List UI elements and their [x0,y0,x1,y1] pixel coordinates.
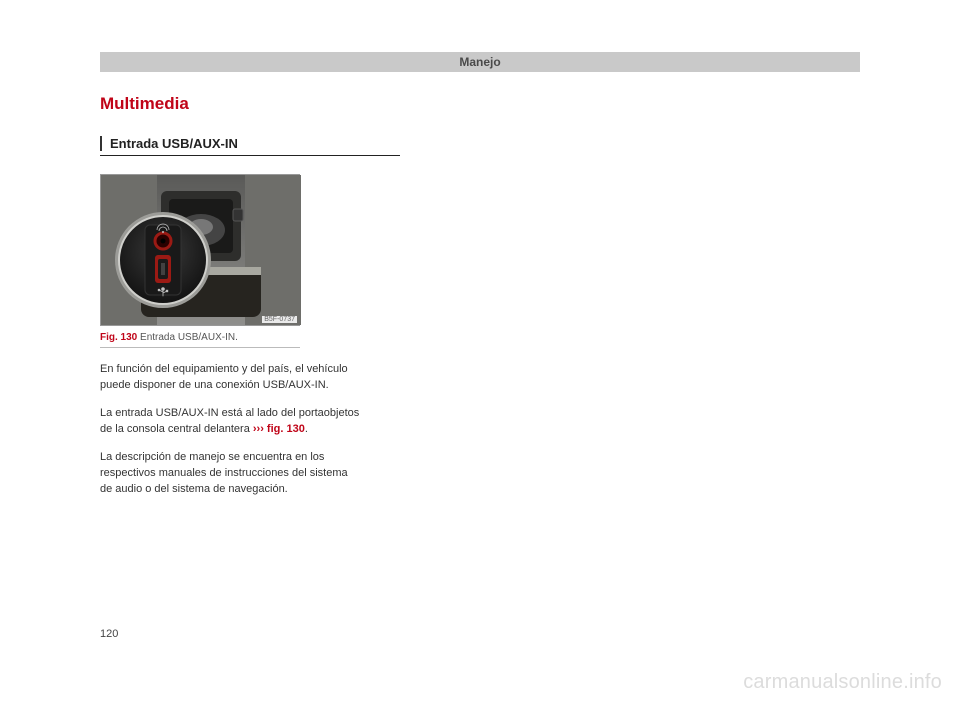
content-column: Multimedia Entrada USB/AUX-IN [100,94,400,510]
paragraph-2c: . [305,423,308,435]
subsection-title: Entrada USB/AUX-IN [100,136,400,151]
figure-caption-body: Entrada USB/AUX-IN. [140,332,238,343]
section-title: Multimedia [100,94,400,114]
figure-usb-aux: B5F-0737 [100,174,300,326]
paragraph-2a: La entrada USB/AUX-IN está al lado del p… [100,407,359,435]
figure-caption: Fig. 130 Entrada USB/AUX-IN. [100,332,300,348]
header-title: Manejo [459,55,500,69]
watermark: carmanualsonline.info [743,671,942,694]
paragraph-2: La entrada USB/AUX-IN está al lado del p… [100,406,360,438]
paragraph-1: En función del equipamiento y del país, … [100,362,360,394]
header-bar: Manejo [100,52,860,72]
figure-code: B5F-0737 [262,316,297,323]
subsection-rule [100,155,400,156]
page-number: 120 [100,628,118,640]
paragraph-3: La descripción de manejo se encuentra en… [100,450,360,498]
figure-label: Fig. 130 [100,332,137,343]
figure-reference: ››› fig. 130 [253,423,305,435]
page: Manejo Multimedia Entrada USB/AUX-IN [0,0,960,708]
figure-svg [101,175,301,325]
